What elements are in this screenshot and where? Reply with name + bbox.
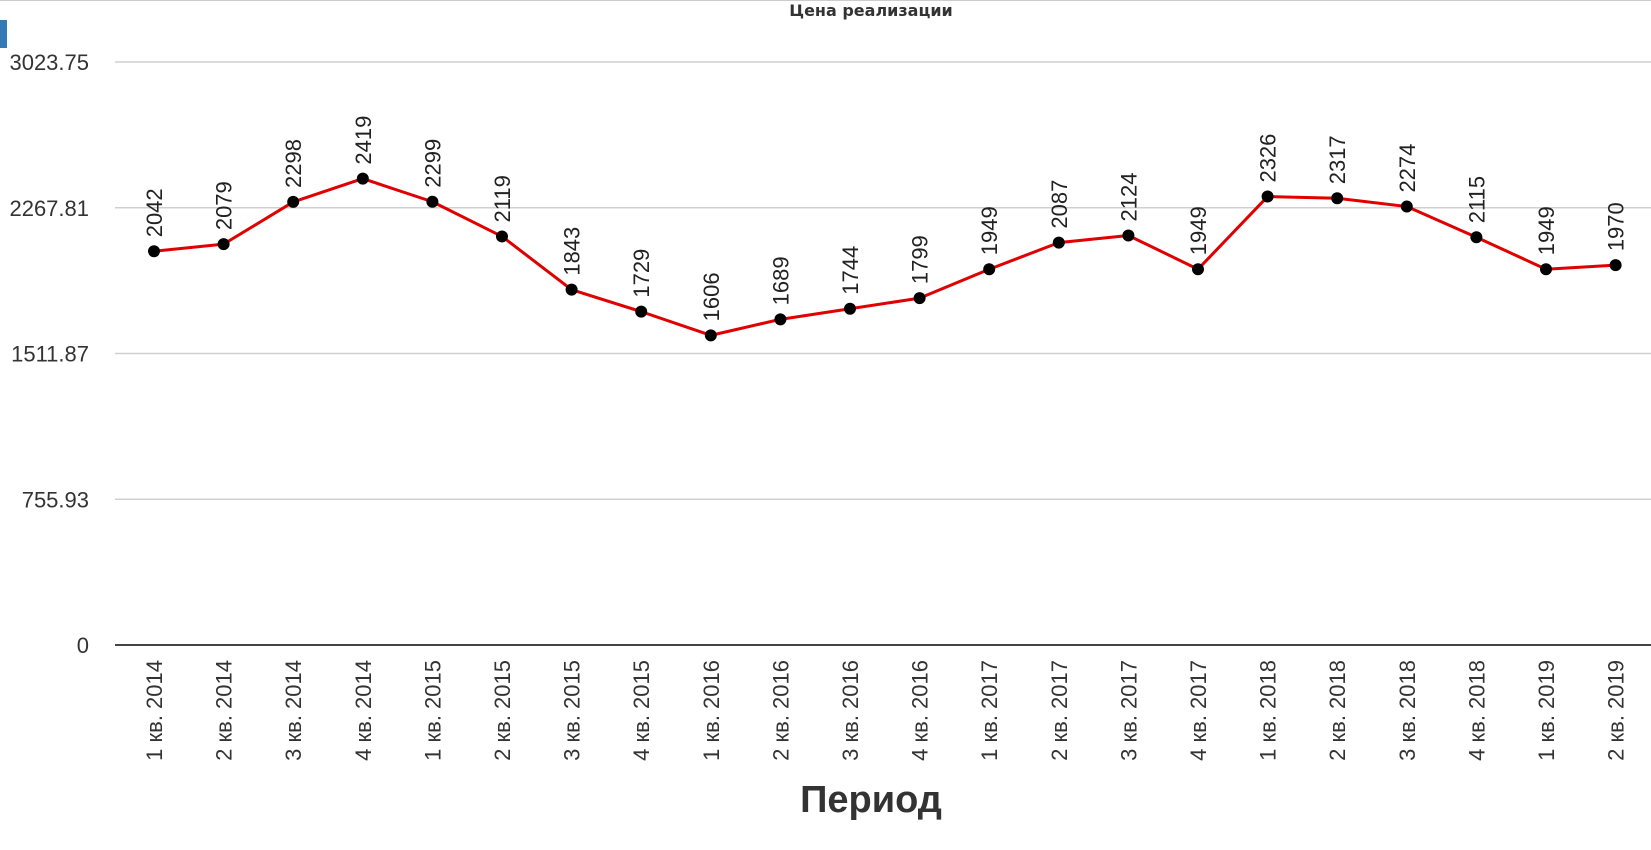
data-point <box>1470 231 1483 244</box>
x-tick-label: 2 кв. 2014 <box>212 660 237 761</box>
x-tick-label: 3 кв. 2017 <box>1116 660 1141 761</box>
data-point <box>1331 192 1344 205</box>
x-tick-label: 4 кв. 2016 <box>908 660 933 761</box>
y-tick-label: 0 <box>77 633 89 658</box>
x-tick-label: 4 кв. 2015 <box>629 660 654 761</box>
data-label: 2115 <box>1464 176 1489 223</box>
x-tick-label: 1 кв. 2016 <box>699 660 724 761</box>
x-tick-label: 2 кв. 2015 <box>490 660 515 761</box>
x-tick-label: 4 кв. 2018 <box>1464 660 1489 761</box>
x-tick-label: 2 кв. 2016 <box>768 660 793 761</box>
data-label: 2326 <box>1256 134 1281 183</box>
data-point <box>635 305 648 318</box>
data-point <box>983 263 996 276</box>
data-point <box>148 245 160 258</box>
y-tick-label: 2267.81 <box>9 196 89 221</box>
data-label: 1949 <box>977 206 1002 255</box>
data-label: 2298 <box>281 139 306 188</box>
data-point <box>1261 190 1274 203</box>
data-label: 2087 <box>1047 180 1072 229</box>
data-point <box>844 302 856 315</box>
data-point <box>704 329 717 342</box>
x-tick-label: 1 кв. 2015 <box>420 660 445 761</box>
x-tick-label: 2 кв. 2019 <box>1604 660 1629 761</box>
data-point <box>565 283 578 296</box>
data-label: 1949 <box>1186 206 1211 255</box>
legend-marker <box>0 20 7 48</box>
x-axis-title: Период <box>800 779 942 821</box>
data-label: 2274 <box>1395 144 1420 193</box>
data-point <box>1122 229 1135 242</box>
data-point <box>356 172 369 185</box>
data-label: 2124 <box>1116 173 1141 222</box>
chart-title: Цена реализации <box>789 1 953 20</box>
gridlines <box>115 61 1651 501</box>
data-label: 2079 <box>212 181 237 230</box>
x-tick-label: 1 кв. 2017 <box>977 660 1002 761</box>
data-label: 1729 <box>629 249 654 298</box>
data-point <box>1540 263 1552 276</box>
series-line <box>153 177 1616 337</box>
data-labels: 2042 2079 2298 2419 2299 2119 1843 1729 1606 1689… <box>142 116 1629 322</box>
x-tick-label: 1 кв. 2018 <box>1256 660 1281 761</box>
x-tick-label: 3 кв. 2016 <box>838 660 863 761</box>
data-label: 1689 <box>768 256 793 305</box>
series-line-group <box>148 172 1622 342</box>
x-tick-label: 2 кв. 2018 <box>1325 660 1350 761</box>
data-label: 1949 <box>1534 206 1559 255</box>
data-label: 2119 <box>490 175 515 222</box>
y-tick-label: 3023.75 <box>9 50 89 75</box>
x-tick-label: 4 кв. 2014 <box>351 660 376 761</box>
data-point <box>1192 263 1204 276</box>
x-tick-label: 1 кв. 2019 <box>1534 660 1559 761</box>
data-point <box>287 195 300 208</box>
data-point <box>774 313 787 326</box>
data-point <box>426 195 439 208</box>
y-tick-label: 755.93 <box>22 487 89 512</box>
data-point <box>1052 236 1065 249</box>
data-point <box>1609 259 1622 272</box>
data-label: 1606 <box>699 272 724 321</box>
data-label: 1843 <box>560 227 585 276</box>
x-tick-label: 3 кв. 2014 <box>281 660 306 761</box>
data-label: 1744 <box>838 246 863 295</box>
x-tick-label: 1 кв. 2014 <box>142 660 167 761</box>
data-point <box>1400 200 1413 213</box>
data-label: 2042 <box>142 188 167 237</box>
data-point <box>496 230 508 243</box>
y-axis-ticks: 0 755.93 1511.87 2267.81 3023.75 <box>9 50 89 658</box>
data-point <box>217 238 230 251</box>
y-tick-label: 1511.87 <box>11 342 89 367</box>
x-tick-label: 3 кв. 2018 <box>1395 660 1420 761</box>
data-label: 2317 <box>1325 135 1350 184</box>
data-label: 2299 <box>420 139 445 188</box>
x-tick-label: 2 кв. 2017 <box>1047 660 1072 761</box>
data-label: 1970 <box>1604 202 1629 251</box>
data-point <box>913 292 926 305</box>
x-tick-label: 4 кв. 2017 <box>1186 660 1211 761</box>
x-tick-label: 3 кв. 2015 <box>560 660 585 761</box>
data-label: 1799 <box>908 235 933 284</box>
data-label: 2419 <box>351 116 376 165</box>
x-axis-ticks: 1 кв. 2014 2 кв. 2014 3 кв. 2014 4 кв. 2014… <box>142 660 1629 761</box>
